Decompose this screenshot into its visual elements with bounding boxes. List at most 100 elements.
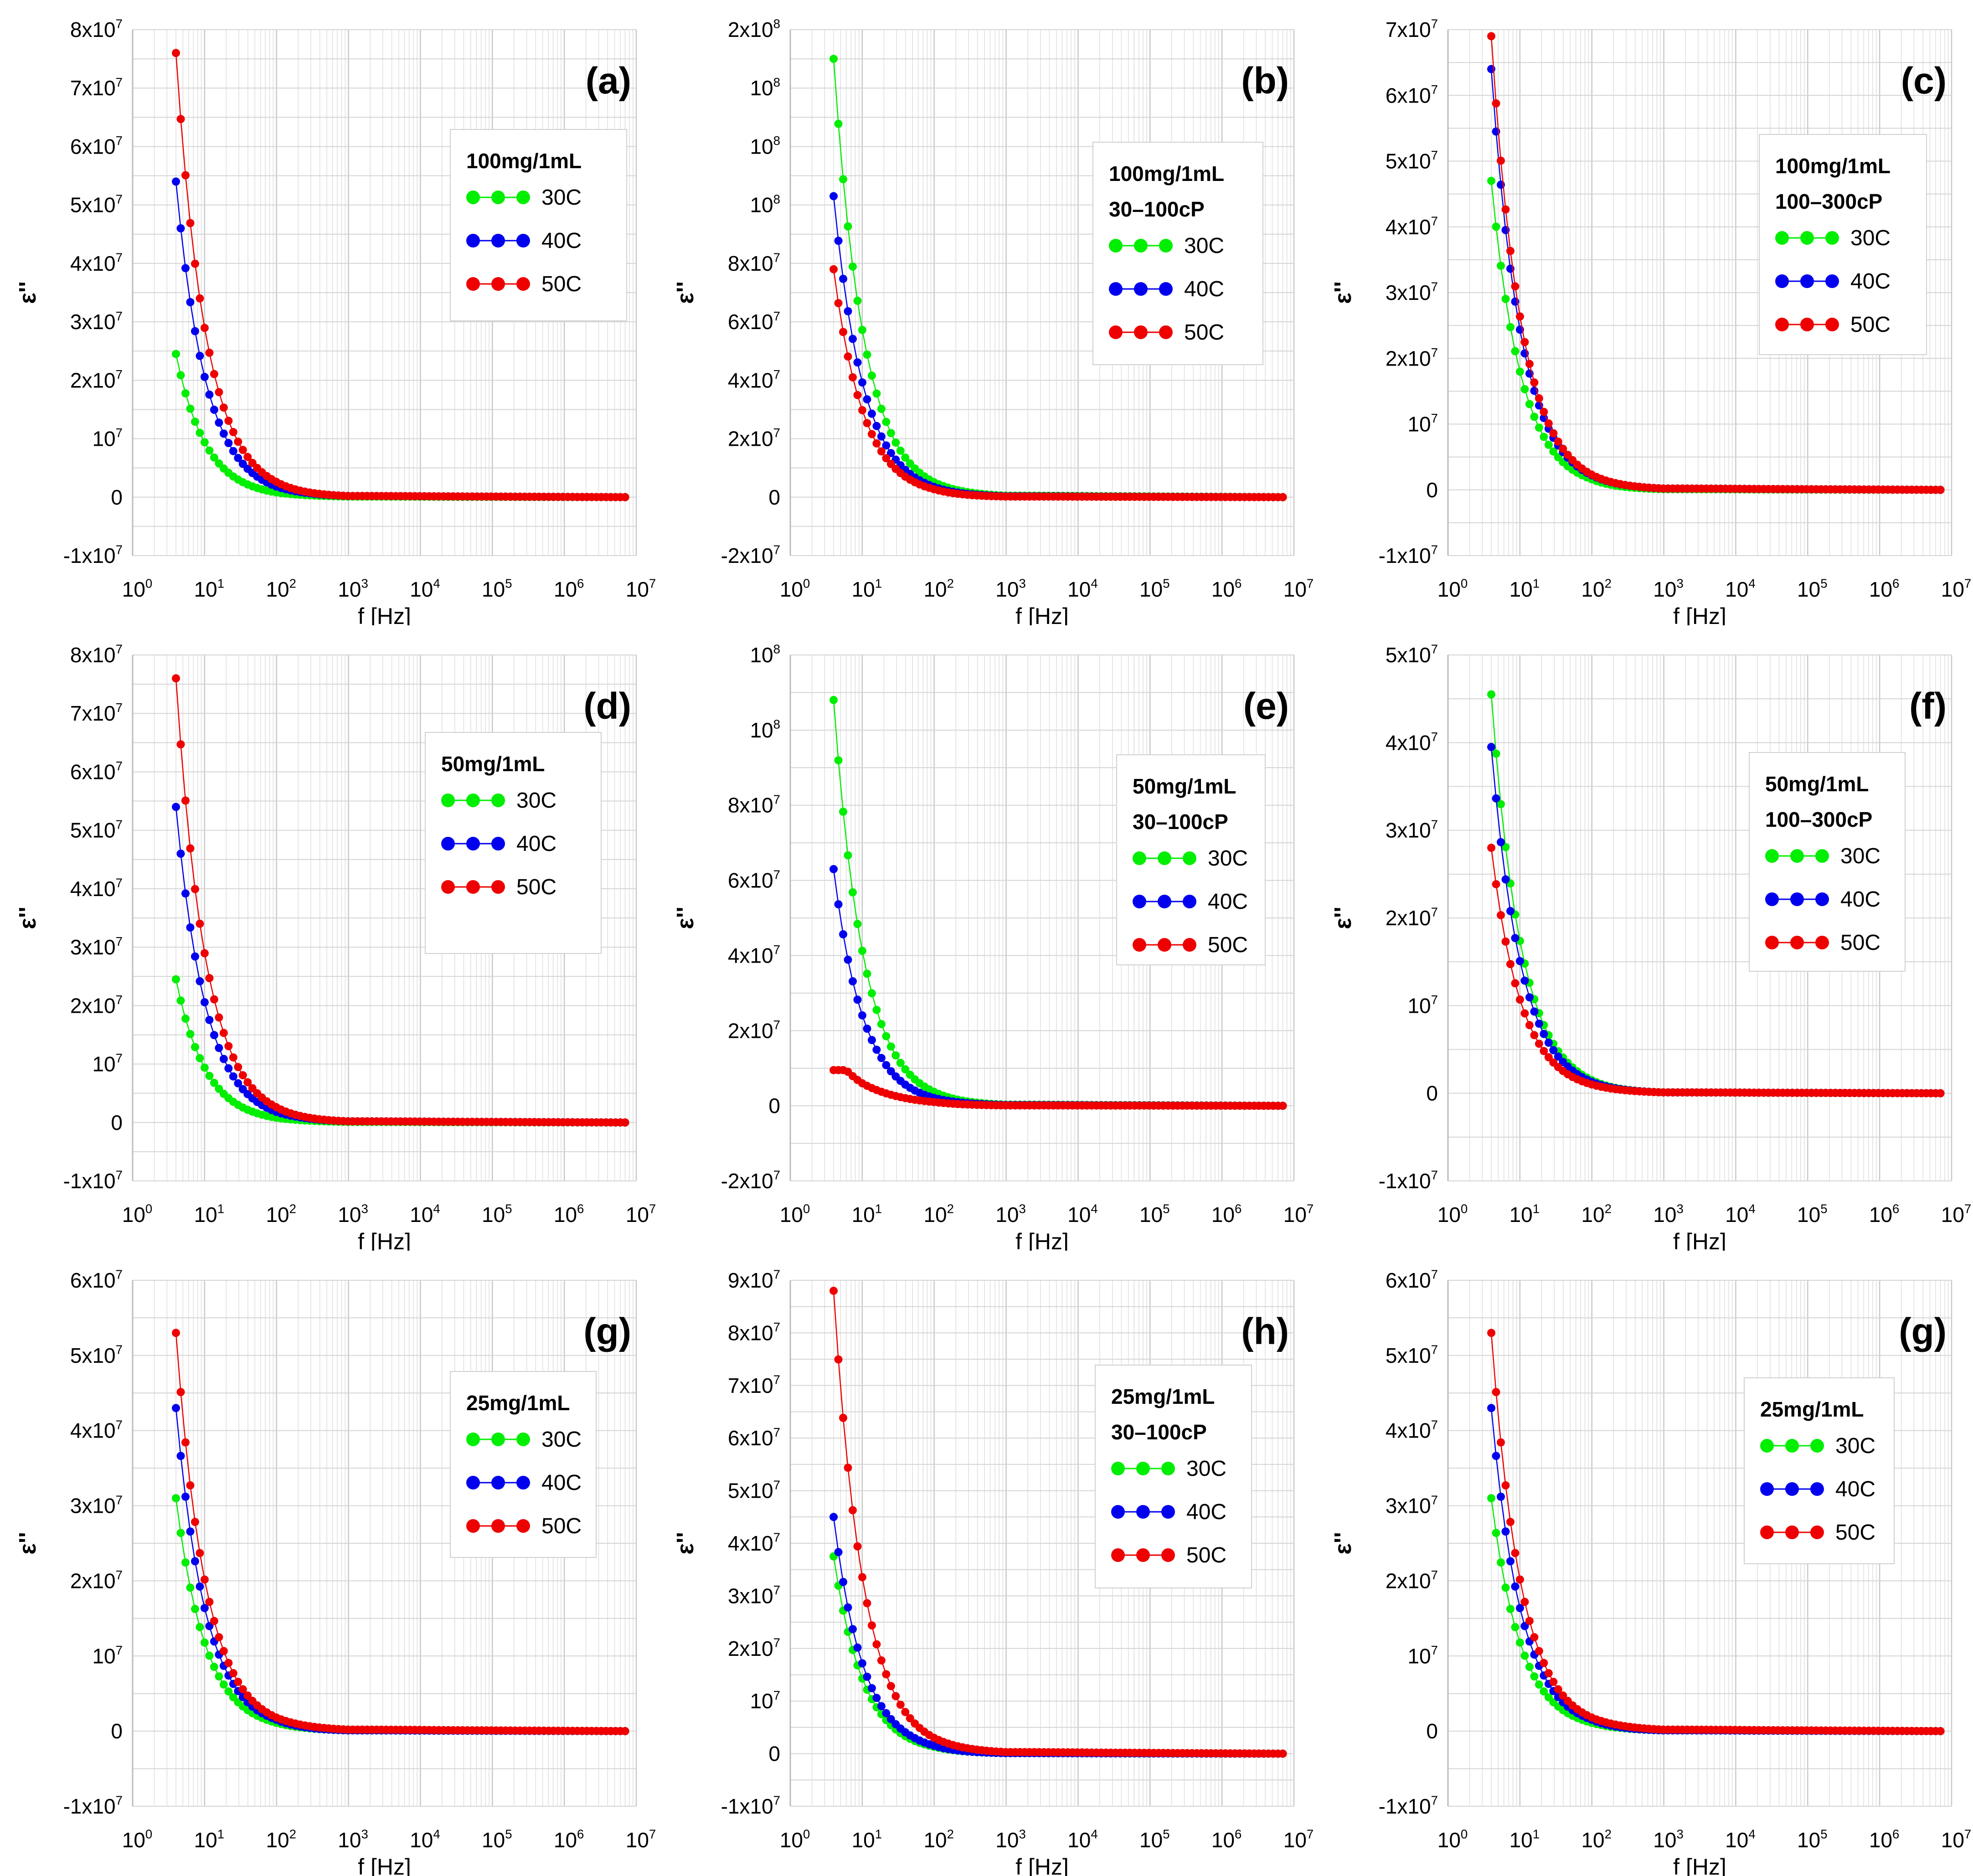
y-tick-label: -2x107 (721, 543, 780, 567)
data-point (176, 1452, 185, 1460)
series-50C (1487, 844, 1945, 1098)
data-point (839, 328, 848, 336)
data-point (853, 391, 862, 399)
data-point (1554, 1052, 1562, 1061)
y-tick-label: 107 (1407, 411, 1438, 436)
y-tick-label: 5x107 (728, 1478, 780, 1502)
data-point (863, 1672, 871, 1681)
x-tick-label: 107 (1283, 1202, 1314, 1227)
x-tick-label: 107 (1283, 577, 1314, 601)
legend-title: 50mg/1mL (441, 752, 545, 776)
y-tick-label: 4x107 (70, 251, 123, 275)
data-point (229, 447, 237, 455)
legend-marker (1133, 895, 1146, 908)
legend-entry: 50C (516, 875, 556, 899)
legend-entry: 40C (1850, 269, 1891, 294)
data-point (844, 1464, 852, 1472)
y-tick-label: 6x107 (1386, 82, 1438, 107)
x-tick-label: 101 (1509, 1202, 1540, 1227)
data-point (181, 889, 190, 898)
x-tick-label: 106 (1869, 1827, 1900, 1852)
x-tick-label: 100 (780, 1202, 810, 1227)
data-point (1540, 1030, 1548, 1038)
legend-marker (1161, 1505, 1175, 1519)
data-point (1515, 995, 1524, 1004)
y-tick-label: 2x107 (70, 367, 123, 392)
y-tick-label: 6x107 (728, 867, 780, 892)
x-tick-label: 105 (482, 1827, 512, 1852)
legend-marker (1800, 274, 1814, 288)
x-tick-label: 107 (1941, 577, 1972, 601)
data-point (829, 55, 838, 63)
data-point (877, 447, 886, 456)
legend-entry: 30C (1840, 844, 1880, 868)
data-point (1497, 838, 1505, 846)
x-tick-label: 105 (1139, 577, 1170, 601)
data-point (853, 920, 862, 928)
data-point (872, 1005, 881, 1014)
data-point (1530, 1007, 1539, 1016)
legend-entry: 40C (541, 1471, 582, 1495)
data-point (834, 299, 843, 308)
legend-marker (1800, 231, 1814, 245)
y-tick-label: 2x107 (728, 426, 780, 450)
data-point (238, 1071, 247, 1080)
legend-marker (491, 234, 505, 247)
data-point (834, 900, 843, 909)
data-point (1506, 1518, 1515, 1526)
x-tick-label: 102 (266, 1827, 296, 1852)
data-point (200, 1575, 209, 1584)
data-point (858, 325, 866, 334)
data-point (234, 1678, 242, 1686)
data-point (906, 1714, 914, 1722)
data-point (1487, 1404, 1496, 1412)
data-point (186, 1527, 195, 1536)
data-point (1544, 440, 1553, 449)
data-point (1492, 222, 1500, 231)
x-tick-label: 106 (1869, 577, 1900, 601)
data-point (621, 1727, 629, 1736)
legend-marker (1810, 1439, 1824, 1453)
data-point (886, 1682, 895, 1690)
data-point (224, 1064, 233, 1073)
data-point (858, 378, 866, 387)
legend-entry: 30C (1835, 1434, 1875, 1458)
x-tick-label: 101 (852, 1827, 882, 1852)
y-tick-label: 5x107 (70, 1343, 123, 1367)
legend-box (1092, 142, 1263, 365)
data-point (867, 1684, 876, 1692)
legend-entry: 40C (1184, 277, 1224, 301)
data-point (1501, 205, 1510, 214)
data-point (863, 1024, 871, 1033)
data-point (181, 1438, 190, 1447)
x-tick-label: 100 (780, 1827, 810, 1852)
legend-marker (1800, 318, 1814, 331)
x-tick-label: 101 (852, 577, 882, 601)
x-tick-label: 106 (1211, 1202, 1242, 1227)
legend-entry: 50C (541, 1514, 582, 1538)
data-point (215, 418, 223, 427)
x-tick-label: 104 (1067, 577, 1098, 601)
data-point (839, 274, 848, 283)
data-point (210, 995, 218, 1004)
data-point (1487, 690, 1496, 699)
legend-marker (1134, 282, 1148, 296)
data-point (196, 1582, 204, 1591)
legend-marker (441, 880, 455, 894)
y-tick-label: 2x107 (728, 1635, 780, 1660)
data-point (1535, 1680, 1543, 1689)
data-point (191, 1557, 199, 1566)
data-point (853, 358, 862, 367)
data-point (224, 417, 233, 425)
data-point (1530, 412, 1539, 421)
y-tick-label: -1x107 (721, 1794, 780, 1818)
x-tick-label: 106 (554, 1827, 584, 1852)
data-point (848, 373, 857, 381)
data-point (1511, 282, 1520, 291)
data-point (872, 389, 881, 398)
series-50C (829, 265, 1287, 501)
chart-svg: -1x107 0 107 2x107 3x107 4x107 5x107 100 101 102 1… (1330, 642, 1971, 1251)
series-50C (829, 1066, 1287, 1110)
data-point (191, 417, 199, 426)
